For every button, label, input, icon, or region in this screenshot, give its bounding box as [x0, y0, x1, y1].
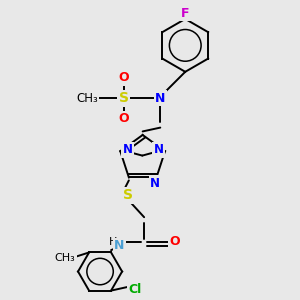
Text: H: H: [109, 237, 118, 247]
Text: N: N: [123, 143, 133, 156]
Text: F: F: [181, 7, 190, 20]
Text: Cl: Cl: [129, 283, 142, 296]
Text: N: N: [155, 92, 166, 105]
Text: CH₃: CH₃: [76, 92, 98, 105]
Text: S: S: [118, 91, 129, 105]
Text: N: N: [150, 177, 160, 190]
Text: O: O: [118, 112, 129, 125]
Text: N: N: [114, 239, 124, 252]
Text: S: S: [123, 188, 133, 202]
Text: CH₃: CH₃: [54, 253, 75, 263]
Text: O: O: [170, 235, 180, 248]
Text: O: O: [118, 71, 129, 84]
Text: N: N: [154, 143, 164, 156]
